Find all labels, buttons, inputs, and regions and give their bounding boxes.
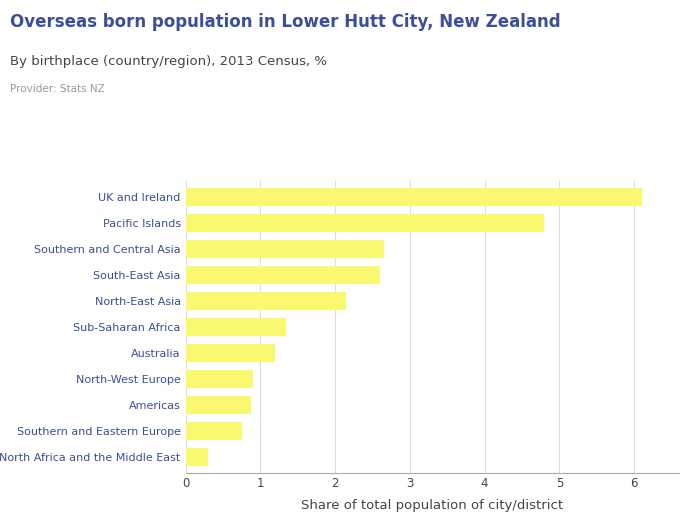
Bar (186, 318, 286, 336)
Bar (186, 292, 346, 310)
Bar (186, 239, 384, 258)
Bar (186, 370, 253, 388)
Text: Overseas born population in Lower Hutt City, New Zealand: Overseas born population in Lower Hutt C… (10, 13, 561, 31)
Text: figure.nz: figure.nz (576, 25, 652, 38)
Bar (186, 344, 275, 362)
Text: By birthplace (country/region), 2013 Census, %: By birthplace (country/region), 2013 Cen… (10, 55, 328, 68)
Bar (186, 266, 380, 284)
Text: Provider: Stats NZ: Provider: Stats NZ (10, 84, 105, 94)
Bar (186, 396, 251, 414)
Bar (186, 214, 545, 232)
Bar (186, 422, 241, 440)
X-axis label: Share of total population of city/district: Share of total population of city/distri… (301, 499, 564, 512)
Bar (186, 187, 642, 206)
Bar (186, 448, 208, 466)
